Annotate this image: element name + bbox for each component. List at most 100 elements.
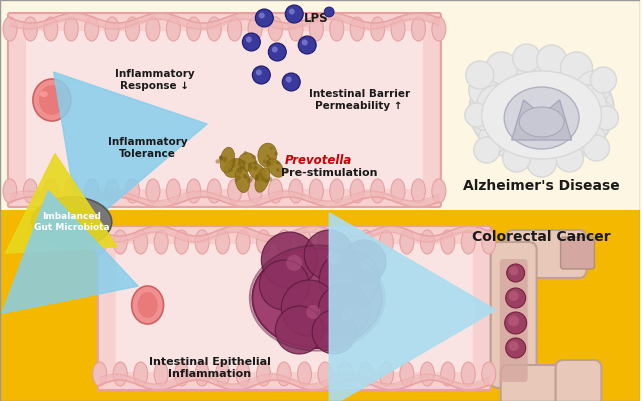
Ellipse shape	[277, 230, 291, 254]
Circle shape	[312, 310, 356, 354]
Circle shape	[474, 137, 499, 163]
Circle shape	[479, 123, 508, 153]
Circle shape	[248, 176, 254, 180]
Circle shape	[237, 168, 242, 173]
Circle shape	[216, 159, 220, 164]
Circle shape	[508, 316, 519, 326]
Circle shape	[594, 106, 618, 130]
Circle shape	[272, 47, 278, 53]
Circle shape	[466, 61, 494, 89]
Ellipse shape	[207, 179, 221, 203]
Ellipse shape	[289, 179, 303, 203]
Ellipse shape	[519, 107, 564, 137]
Circle shape	[286, 77, 291, 83]
Ellipse shape	[85, 179, 99, 203]
Circle shape	[591, 67, 616, 93]
Ellipse shape	[482, 362, 496, 386]
Text: Inflammatory
Tolerance: Inflammatory Tolerance	[108, 137, 187, 159]
Ellipse shape	[195, 362, 209, 386]
Circle shape	[324, 7, 334, 17]
Circle shape	[341, 308, 353, 320]
Circle shape	[277, 162, 281, 165]
Circle shape	[526, 147, 557, 177]
Circle shape	[259, 260, 309, 310]
Circle shape	[256, 69, 262, 75]
Text: Prevotella: Prevotella	[284, 154, 352, 166]
Ellipse shape	[297, 362, 311, 386]
Ellipse shape	[252, 248, 382, 348]
Circle shape	[254, 174, 259, 179]
Ellipse shape	[400, 230, 414, 254]
Ellipse shape	[23, 179, 37, 203]
Text: Pre-stimulation: Pre-stimulation	[281, 168, 377, 178]
Circle shape	[299, 36, 317, 54]
Bar	[0, 210, 640, 401]
Ellipse shape	[370, 17, 385, 41]
Ellipse shape	[216, 230, 230, 254]
Ellipse shape	[64, 17, 78, 41]
Circle shape	[342, 240, 386, 284]
Circle shape	[243, 174, 247, 178]
Ellipse shape	[504, 87, 579, 149]
Circle shape	[223, 156, 227, 160]
Circle shape	[231, 163, 236, 168]
Circle shape	[263, 159, 266, 163]
Circle shape	[256, 9, 273, 27]
Circle shape	[268, 43, 286, 61]
Ellipse shape	[330, 179, 343, 203]
Circle shape	[229, 168, 233, 172]
Ellipse shape	[482, 71, 602, 159]
Ellipse shape	[105, 179, 119, 203]
Ellipse shape	[379, 230, 394, 254]
Circle shape	[537, 45, 566, 75]
Ellipse shape	[154, 362, 168, 386]
Ellipse shape	[137, 292, 157, 318]
Ellipse shape	[3, 17, 17, 41]
Text: Alzheimer's Disease: Alzheimer's Disease	[464, 179, 620, 193]
Circle shape	[266, 180, 268, 183]
Ellipse shape	[309, 17, 324, 41]
Polygon shape	[512, 100, 571, 140]
Circle shape	[503, 144, 531, 172]
Ellipse shape	[224, 158, 245, 177]
Circle shape	[361, 259, 373, 271]
Circle shape	[274, 152, 278, 156]
Circle shape	[486, 52, 517, 84]
Circle shape	[245, 176, 248, 179]
Circle shape	[318, 284, 370, 336]
Circle shape	[263, 178, 268, 183]
Ellipse shape	[46, 205, 98, 239]
Circle shape	[573, 124, 605, 156]
Ellipse shape	[267, 159, 284, 177]
Circle shape	[285, 5, 303, 23]
Circle shape	[270, 147, 273, 150]
Circle shape	[505, 312, 526, 334]
Circle shape	[506, 338, 526, 358]
Ellipse shape	[51, 220, 83, 244]
Ellipse shape	[257, 230, 270, 254]
Circle shape	[276, 168, 279, 171]
Ellipse shape	[134, 362, 148, 386]
Ellipse shape	[338, 362, 352, 386]
Ellipse shape	[462, 230, 475, 254]
Circle shape	[254, 167, 257, 171]
Circle shape	[223, 159, 227, 163]
Ellipse shape	[126, 179, 139, 203]
Circle shape	[306, 305, 320, 319]
Circle shape	[267, 162, 271, 166]
Circle shape	[219, 156, 223, 160]
Ellipse shape	[432, 17, 446, 41]
Circle shape	[286, 255, 302, 271]
Circle shape	[584, 135, 609, 161]
Ellipse shape	[220, 147, 235, 173]
Ellipse shape	[338, 230, 352, 254]
FancyBboxPatch shape	[499, 259, 528, 382]
Ellipse shape	[359, 230, 373, 254]
Ellipse shape	[432, 179, 446, 203]
Circle shape	[469, 72, 505, 108]
Ellipse shape	[289, 17, 303, 41]
Circle shape	[289, 8, 295, 14]
Circle shape	[284, 169, 289, 174]
Circle shape	[560, 52, 593, 84]
Circle shape	[509, 267, 518, 275]
